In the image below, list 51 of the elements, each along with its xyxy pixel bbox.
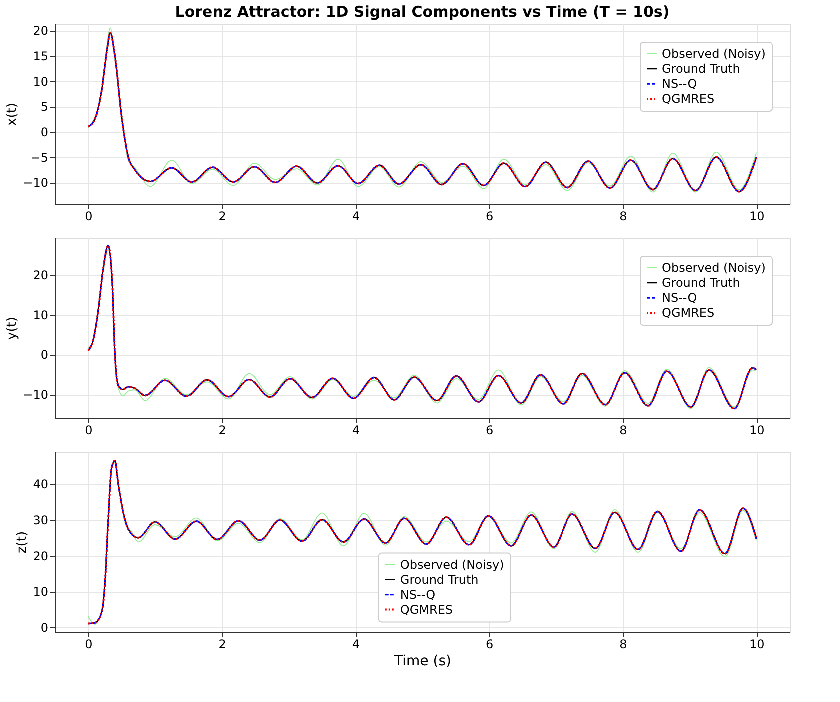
x-tick-label: 6: [486, 210, 494, 224]
legend-label: Ground Truth: [662, 62, 740, 76]
legend-label: NS--Q: [400, 588, 436, 602]
x-axis-title: Time (s): [394, 654, 452, 670]
x-tick-label: 6: [486, 638, 494, 652]
x-tick-label: 4: [352, 210, 360, 224]
x-tick-label: 10: [749, 424, 765, 438]
y-axis-title: y(t): [5, 317, 20, 340]
x-tick-label: 8: [620, 638, 628, 652]
legend-label: QGMRES: [400, 602, 454, 617]
y-tick-label: 0: [40, 620, 48, 635]
chart-title: Lorenz Attractor: 1D Signal Components vs Time (T = 10s): [175, 3, 670, 21]
y-tick-label: 5: [40, 100, 48, 114]
y-tick-label: 20: [33, 24, 48, 38]
legend-label: QGMRES: [662, 92, 715, 106]
legend-label: QGMRES: [662, 306, 715, 320]
x-tick-label: 2: [218, 424, 226, 438]
y-tick-label: 30: [33, 513, 48, 528]
legend-label: Ground Truth: [400, 572, 479, 587]
y-axis-title: x(t): [5, 103, 20, 126]
legend-label: NS--Q: [662, 77, 698, 91]
y-tick-label: 40: [33, 478, 48, 492]
y-tick-label: 10: [33, 74, 48, 89]
x-tick-label: 0: [85, 210, 93, 224]
y-tick-label: 20: [33, 549, 48, 564]
x-tick-label: 0: [85, 638, 93, 652]
y-tick-label: −10: [23, 388, 48, 402]
y-tick-label: 0: [40, 348, 48, 362]
x-tick-label: 4: [352, 638, 360, 652]
y-tick-label: −5: [30, 150, 48, 165]
legend-label: Ground Truth: [662, 276, 740, 290]
x-tick-label: 10: [749, 638, 765, 652]
y-tick-label: 0: [40, 126, 48, 140]
x-tick-label: 6: [486, 424, 494, 438]
x-tick-label: 10: [749, 210, 765, 224]
y-tick-label: 10: [33, 308, 48, 322]
x-tick-label: 4: [352, 424, 360, 438]
legend-label: Observed (Noisy): [662, 261, 766, 275]
y-tick-label: 20: [33, 268, 48, 283]
y-tick-label: 15: [33, 49, 48, 64]
legend-label: Observed (Noisy): [400, 558, 504, 572]
x-tick-label: 2: [218, 210, 226, 224]
legend-label: Observed (Noisy): [662, 47, 766, 61]
x-tick-label: 2: [218, 638, 226, 652]
y-tick-label: 10: [33, 585, 48, 600]
legend-label: NS--Q: [662, 291, 698, 305]
y-axis-title: z(t): [15, 531, 30, 554]
y-tick-label: −10: [23, 176, 48, 190]
x-tick-label: 8: [620, 210, 628, 224]
x-tick-label: 0: [85, 424, 93, 438]
x-tick-label: 8: [620, 424, 628, 438]
